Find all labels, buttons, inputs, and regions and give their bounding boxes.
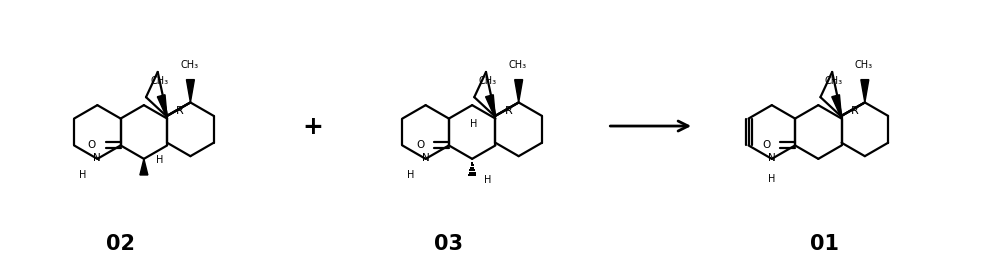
Text: N: N xyxy=(93,153,101,163)
Text: R: R xyxy=(176,106,184,116)
Text: N: N xyxy=(422,153,430,163)
Text: H: H xyxy=(407,170,414,180)
Polygon shape xyxy=(157,95,167,119)
Text: H: H xyxy=(79,170,86,180)
Text: 03: 03 xyxy=(434,234,463,254)
Text: R: R xyxy=(505,106,512,116)
Polygon shape xyxy=(515,80,523,102)
Text: 02: 02 xyxy=(106,234,135,254)
Text: CH₃: CH₃ xyxy=(855,60,873,70)
Polygon shape xyxy=(832,95,842,119)
Polygon shape xyxy=(861,80,869,102)
Text: 01: 01 xyxy=(810,234,839,254)
Text: CH₃: CH₃ xyxy=(150,76,168,86)
Text: R: R xyxy=(851,106,858,116)
Text: +: + xyxy=(303,115,323,139)
Text: H: H xyxy=(470,119,478,129)
Text: N: N xyxy=(768,153,776,163)
Text: CH₃: CH₃ xyxy=(478,76,497,86)
Text: CH₃: CH₃ xyxy=(180,60,198,70)
Text: CH₃: CH₃ xyxy=(825,76,843,86)
Polygon shape xyxy=(140,159,148,175)
Polygon shape xyxy=(186,80,194,102)
Text: O: O xyxy=(416,140,424,150)
Text: H: H xyxy=(156,155,163,165)
Text: O: O xyxy=(88,140,96,150)
Text: CH₃: CH₃ xyxy=(509,60,527,70)
Polygon shape xyxy=(486,95,495,119)
Text: O: O xyxy=(762,140,770,150)
Text: H: H xyxy=(484,175,491,185)
Text: H: H xyxy=(768,174,775,184)
